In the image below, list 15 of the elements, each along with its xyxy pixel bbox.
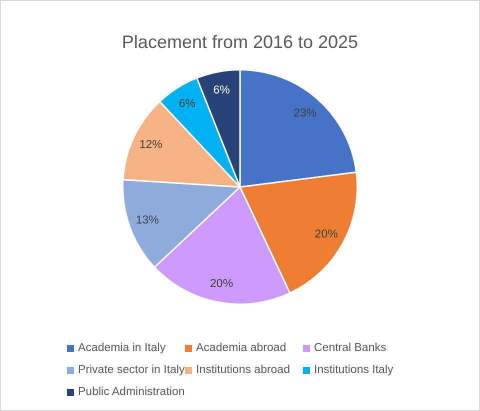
data-label: 6% xyxy=(178,98,196,110)
legend-label: Institutions abroad xyxy=(196,363,290,377)
data-label: 13% xyxy=(136,214,159,227)
data-label: 12% xyxy=(139,139,162,152)
data-label: 23% xyxy=(294,107,317,120)
legend-label: Academia abroad xyxy=(196,341,286,355)
legend-label: Academia in Italy xyxy=(78,341,166,355)
chart-title: Placement from 2016 to 2025 xyxy=(120,31,360,53)
data-label: 20% xyxy=(210,278,234,290)
legend-label: Public Administration xyxy=(78,385,185,399)
data-label: 6% xyxy=(213,84,230,96)
legend-label: Private sector in Italy xyxy=(78,363,185,377)
legend-label: Institutions Italy xyxy=(314,363,394,377)
legend-label: Central Banks xyxy=(314,341,386,355)
data-label: 20% xyxy=(314,228,338,241)
